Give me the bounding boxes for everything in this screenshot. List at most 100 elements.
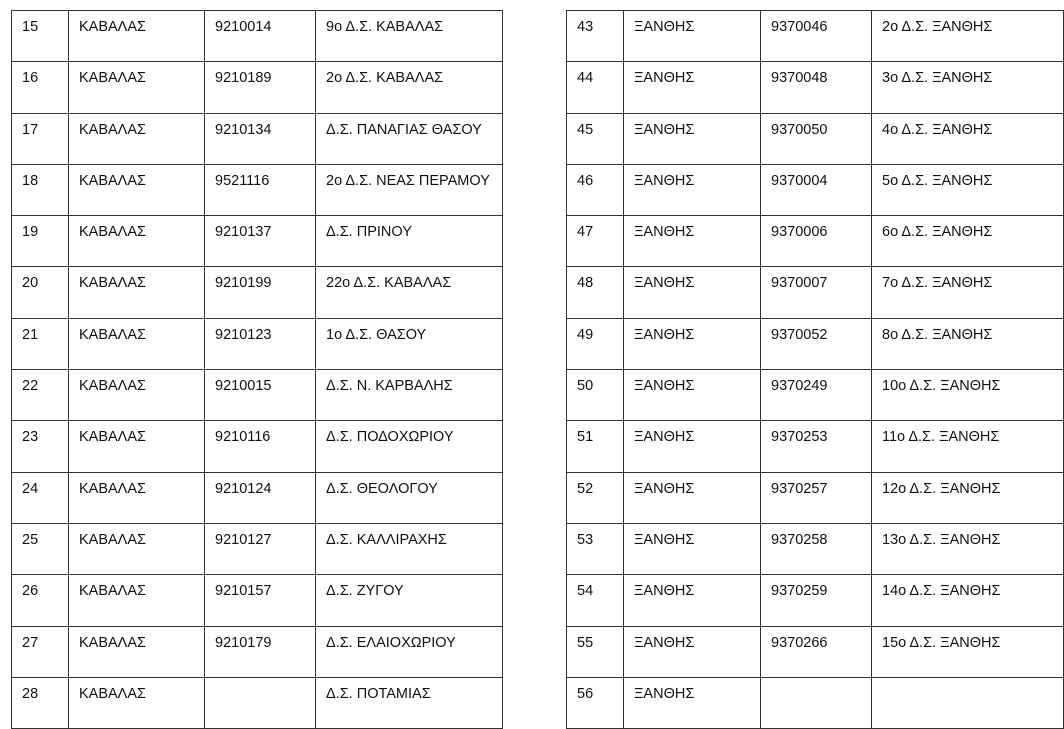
cell-prefecture: ΞΑΝΘΗΣ	[623, 420, 761, 473]
cell-school: 1ο Δ.Σ. ΘΑΣΟΥ	[315, 317, 503, 371]
cell-school: 2ο Δ.Σ. ΞΑΝΘΗΣ	[871, 9, 1064, 63]
cell-code: 9370046	[760, 9, 872, 63]
cell-prefecture: ΞΑΝΘΗΣ	[623, 163, 761, 217]
cell-prefecture: ΚΑΒΑΛΑΣ	[68, 471, 205, 524]
table-row: 55 ΞΑΝΘΗΣ 9370266 15ο Δ.Σ. ΞΑΝΘΗΣ	[566, 625, 1064, 678]
table-row: 15 ΚΑΒΑΛΑΣ 9210014 9ο Δ.Σ. ΚΑΒΑΛΑΣ	[11, 9, 503, 63]
cell-school: Δ.Σ. ΠΑΝΑΓΙΑΣ ΘΑΣΟΥ	[315, 112, 503, 165]
cell-prefecture: ΞΑΝΘΗΣ	[623, 522, 761, 576]
cell-code: 9370007	[760, 266, 872, 319]
cell-no: 45	[566, 112, 624, 165]
cell-no: 48	[566, 266, 624, 319]
cell-code: 9521116	[204, 163, 316, 217]
cell-no: 18	[11, 163, 69, 217]
cell-prefecture: ΞΑΝΘΗΣ	[623, 471, 761, 524]
table-row: 28 ΚΑΒΑΛΑΣ Δ.Σ. ΠΟΤΑΜΙΑΣ	[11, 676, 503, 729]
table-row: 51 ΞΑΝΘΗΣ 9370253 11ο Δ.Σ. ΞΑΝΘΗΣ	[566, 420, 1064, 473]
cell-school: Δ.Σ. ΠΡΙΝΟΥ	[315, 215, 503, 268]
cell-school: 6ο Δ.Σ. ΞΑΝΘΗΣ	[871, 215, 1064, 268]
cell-prefecture: ΞΑΝΘΗΣ	[623, 266, 761, 319]
left-schools-table: 15 ΚΑΒΑΛΑΣ 9210014 9ο Δ.Σ. ΚΑΒΑΛΑΣ 16 ΚΑΒΑΛΑΣ…	[11, 9, 503, 729]
cell-no: 22	[11, 369, 69, 422]
cell-code: 9210189	[204, 61, 316, 114]
table-row: 23 ΚΑΒΑΛΑΣ 9210116 Δ.Σ. ΠΟΔΟΧΩΡΙΟΥ	[11, 420, 503, 473]
cell-school: 10ο Δ.Σ. ΞΑΝΘΗΣ	[871, 369, 1064, 422]
cell-code: 9370266	[760, 625, 872, 678]
table-row: 27 ΚΑΒΑΛΑΣ 9210179 Δ.Σ. ΕΛΑΙΟΧΩΡΙΟΥ	[11, 625, 503, 678]
cell-prefecture: ΚΑΒΑΛΑΣ	[68, 625, 205, 678]
table-row: 17 ΚΑΒΑΛΑΣ 9210134 Δ.Σ. ΠΑΝΑΓΙΑΣ ΘΑΣΟΥ	[11, 112, 503, 165]
cell-code	[760, 676, 872, 729]
cell-code: 9210116	[204, 420, 316, 473]
cell-code: 9210157	[204, 574, 316, 627]
cell-prefecture: ΚΑΒΑΛΑΣ	[68, 420, 205, 473]
table-row: 43 ΞΑΝΘΗΣ 9370046 2ο Δ.Σ. ΞΑΝΘΗΣ	[566, 9, 1064, 63]
cell-code	[204, 676, 316, 729]
cell-no: 15	[11, 9, 69, 63]
cell-school: Δ.Σ. ΕΛΑΙΟΧΩΡΙΟΥ	[315, 625, 503, 678]
cell-no: 50	[566, 369, 624, 422]
table-row: 47 ΞΑΝΘΗΣ 9370006 6ο Δ.Σ. ΞΑΝΘΗΣ	[566, 215, 1064, 268]
cell-school: 7ο Δ.Σ. ΞΑΝΘΗΣ	[871, 266, 1064, 319]
cell-school: Δ.Σ. ΠΟΔΟΧΩΡΙΟΥ	[315, 420, 503, 473]
cell-school: Δ.Σ. ΚΑΛΛΙΡΑΧΗΣ	[315, 522, 503, 576]
cell-code: 9370006	[760, 215, 872, 268]
cell-no: 53	[566, 522, 624, 576]
table-row: 24 ΚΑΒΑΛΑΣ 9210124 Δ.Σ. ΘΕΟΛΟΓΟΥ	[11, 471, 503, 524]
cell-prefecture: ΞΑΝΘΗΣ	[623, 676, 761, 729]
cell-code: 9210014	[204, 9, 316, 63]
cell-no: 47	[566, 215, 624, 268]
cell-school: 13ο Δ.Σ. ΞΑΝΘΗΣ	[871, 522, 1064, 576]
cell-school: 8ο Δ.Σ. ΞΑΝΘΗΣ	[871, 317, 1064, 371]
table-row: 18 ΚΑΒΑΛΑΣ 9521116 2ο Δ.Σ. ΝΕΑΣ ΠΕΡΑΜΟΥ	[11, 163, 503, 217]
cell-no: 46	[566, 163, 624, 217]
cell-code: 9210127	[204, 522, 316, 576]
cell-no: 27	[11, 625, 69, 678]
cell-no: 16	[11, 61, 69, 114]
cell-no: 54	[566, 574, 624, 627]
cell-school: 4ο Δ.Σ. ΞΑΝΘΗΣ	[871, 112, 1064, 165]
cell-code: 9370249	[760, 369, 872, 422]
table-row: 45 ΞΑΝΘΗΣ 9370050 4ο Δ.Σ. ΞΑΝΘΗΣ	[566, 112, 1064, 165]
cell-prefecture: ΚΑΒΑΛΑΣ	[68, 215, 205, 268]
cell-code: 9210137	[204, 215, 316, 268]
cell-school: 9ο Δ.Σ. ΚΑΒΑΛΑΣ	[315, 9, 503, 63]
cell-prefecture: ΞΑΝΘΗΣ	[623, 9, 761, 63]
cell-code: 9370048	[760, 61, 872, 114]
cell-code: 9370258	[760, 522, 872, 576]
table-row: 54 ΞΑΝΘΗΣ 9370259 14ο Δ.Σ. ΞΑΝΘΗΣ	[566, 574, 1064, 627]
cell-no: 21	[11, 317, 69, 371]
cell-code: 9210179	[204, 625, 316, 678]
table-row: 52 ΞΑΝΘΗΣ 9370257 12ο Δ.Σ. ΞΑΝΘΗΣ	[566, 471, 1064, 524]
cell-prefecture: ΞΑΝΘΗΣ	[623, 625, 761, 678]
table-row: 46 ΞΑΝΘΗΣ 9370004 5ο Δ.Σ. ΞΑΝΘΗΣ	[566, 163, 1064, 217]
cell-school: 5ο Δ.Σ. ΞΑΝΘΗΣ	[871, 163, 1064, 217]
cell-no: 56	[566, 676, 624, 729]
cell-code: 9370052	[760, 317, 872, 371]
cell-prefecture: ΞΑΝΘΗΣ	[623, 317, 761, 371]
cell-prefecture: ΞΑΝΘΗΣ	[623, 112, 761, 165]
cell-school: 11ο Δ.Σ. ΞΑΝΘΗΣ	[871, 420, 1064, 473]
cell-school: 14ο Δ.Σ. ΞΑΝΘΗΣ	[871, 574, 1064, 627]
cell-prefecture: ΚΑΒΑΛΑΣ	[68, 676, 205, 729]
cell-school	[871, 676, 1064, 729]
table-row: 48 ΞΑΝΘΗΣ 9370007 7ο Δ.Σ. ΞΑΝΘΗΣ	[566, 266, 1064, 319]
cell-no: 44	[566, 61, 624, 114]
cell-school: 3ο Δ.Σ. ΞΑΝΘΗΣ	[871, 61, 1064, 114]
table-row: 50 ΞΑΝΘΗΣ 9370249 10ο Δ.Σ. ΞΑΝΘΗΣ	[566, 369, 1064, 422]
table-row: 22 ΚΑΒΑΛΑΣ 9210015 Δ.Σ. Ν. ΚΑΡΒΑΛΗΣ	[11, 369, 503, 422]
cell-school: 22ο Δ.Σ. ΚΑΒΑΛΑΣ	[315, 266, 503, 319]
cell-no: 49	[566, 317, 624, 371]
cell-school: 15ο Δ.Σ. ΞΑΝΘΗΣ	[871, 625, 1064, 678]
table-row: 26 ΚΑΒΑΛΑΣ 9210157 Δ.Σ. ΖΥΓΟΥ	[11, 574, 503, 627]
cell-school: Δ.Σ. ΘΕΟΛΟΓΟΥ	[315, 471, 503, 524]
table-row: 56 ΞΑΝΘΗΣ	[566, 676, 1064, 729]
cell-prefecture: ΞΑΝΘΗΣ	[623, 574, 761, 627]
cell-no: 19	[11, 215, 69, 268]
cell-no: 17	[11, 112, 69, 165]
right-schools-table: 43 ΞΑΝΘΗΣ 9370046 2ο Δ.Σ. ΞΑΝΘΗΣ 44 ΞΑΝΘΗΣ 937…	[566, 9, 1064, 729]
table-row: 44 ΞΑΝΘΗΣ 9370048 3ο Δ.Σ. ΞΑΝΘΗΣ	[566, 61, 1064, 114]
cell-no: 20	[11, 266, 69, 319]
cell-prefecture: ΚΑΒΑΛΑΣ	[68, 317, 205, 371]
cell-no: 52	[566, 471, 624, 524]
